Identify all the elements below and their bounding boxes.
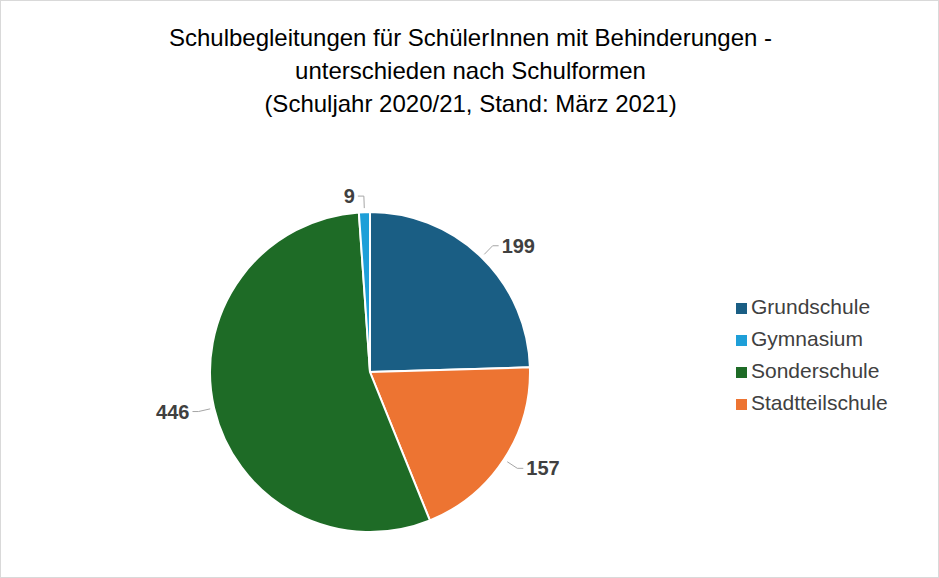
html-text:Gymnasium: Gymnasium xyxy=(751,327,863,350)
html-text:Sonderschule: Sonderschule xyxy=(751,359,880,382)
svg-text:446: 446 xyxy=(156,401,189,423)
html-text:Stadtteilschule: Stadtteilschule xyxy=(751,391,888,414)
html-text:unterschieden nach Schulformen: unterschieden nach Schulformen xyxy=(295,57,646,84)
svg-text:9: 9 xyxy=(344,185,355,207)
html-text:Grundschule: Grundschule xyxy=(751,295,871,318)
html-text:Schulbegleitungen für SchülerI: Schulbegleitungen für SchülerInnen mit B… xyxy=(169,24,772,51)
svg-text:157: 157 xyxy=(526,457,559,479)
html-text:(Schuljahr 2020/21, Stand: Mär: (Schuljahr 2020/21, Stand: März 2021) xyxy=(264,90,677,117)
svg-text:199: 199 xyxy=(502,235,535,257)
